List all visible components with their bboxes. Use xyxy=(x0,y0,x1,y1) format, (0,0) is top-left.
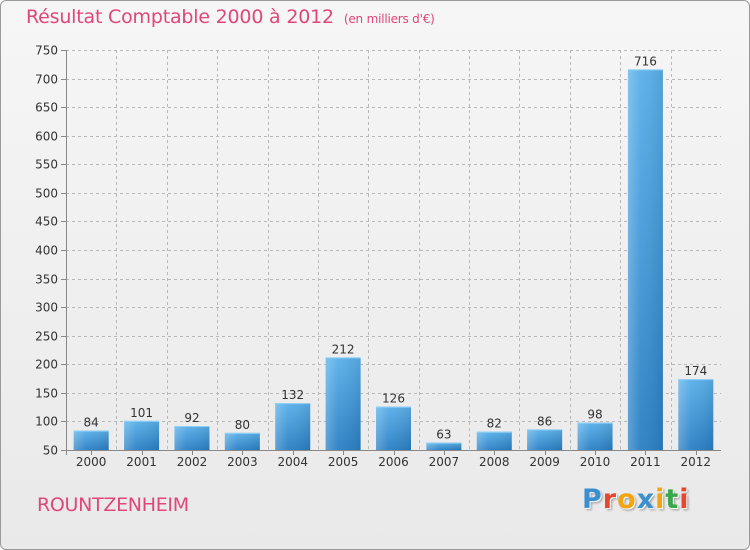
logo-letter: t xyxy=(665,484,680,515)
axes xyxy=(61,50,721,455)
bars xyxy=(73,69,714,450)
x-tick-label: 2008 xyxy=(479,455,510,469)
x-tick-label: 2005 xyxy=(328,455,359,469)
y-tick-label: 400 xyxy=(35,244,58,258)
bar-value-label: 132 xyxy=(281,388,304,402)
y-tick-label: 700 xyxy=(35,73,58,87)
bar-shine xyxy=(577,422,613,450)
bar-value-label: 86 xyxy=(537,414,552,428)
bar-value-label: 174 xyxy=(684,364,707,378)
y-tick-label: 650 xyxy=(35,101,58,115)
x-tick-label: 2002 xyxy=(177,455,208,469)
grid-lines xyxy=(66,50,721,450)
bar-shine xyxy=(476,431,512,450)
bar-value-label: 98 xyxy=(587,408,602,422)
y-tick-label: 450 xyxy=(35,215,58,229)
bar-shine xyxy=(174,426,210,450)
x-tick-label: 2000 xyxy=(76,455,107,469)
y-tick-label: 300 xyxy=(35,301,58,315)
x-tick-label: 2001 xyxy=(126,455,157,469)
bar-value-label: 82 xyxy=(487,417,502,431)
x-tick-label: 2007 xyxy=(429,455,460,469)
y-tick-label: 250 xyxy=(35,330,58,344)
x-tick-label: 2004 xyxy=(277,455,308,469)
y-tick-label: 50 xyxy=(43,444,58,458)
y-tick-label: 100 xyxy=(35,415,58,429)
proxiti-logo[interactable]: Proxiti xyxy=(582,484,690,515)
y-tick-label: 500 xyxy=(35,187,58,201)
chart-subtitle: (en milliers d'€) xyxy=(343,12,435,26)
bar-value-label: 84 xyxy=(84,416,99,430)
labels: 50 100 150 200 250 300 350 400 450 500 550 600 650 70… xyxy=(35,44,711,470)
bar-value-label: 80 xyxy=(235,418,250,432)
logo-letter: i xyxy=(679,484,690,515)
logo-letter: x xyxy=(636,484,656,515)
bar-value-label: 716 xyxy=(634,54,657,68)
bar-value-label: 92 xyxy=(184,411,199,425)
bar-shine xyxy=(376,406,411,450)
x-tick-label: 2009 xyxy=(529,455,560,469)
x-tick-label: 2012 xyxy=(681,455,712,469)
bar-value-label: 63 xyxy=(436,428,451,442)
x-tick-label: 2003 xyxy=(227,455,258,469)
bar-shine xyxy=(73,430,109,450)
x-tick-label: 2011 xyxy=(630,455,661,469)
bar-shine xyxy=(325,357,361,450)
bar-shine xyxy=(426,442,462,450)
y-tick-label: 550 xyxy=(35,158,58,172)
bar-value-label: 126 xyxy=(382,392,405,406)
bar-shine xyxy=(627,69,663,450)
logo-letter: P xyxy=(582,484,603,515)
bar-value-label: 212 xyxy=(332,342,355,356)
logo-letter: o xyxy=(617,484,637,515)
bar-value-label: 101 xyxy=(130,406,153,420)
bar-shine xyxy=(224,432,260,450)
x-tick-label: 2010 xyxy=(580,455,611,469)
bar-shine xyxy=(527,429,563,450)
y-tick-label: 150 xyxy=(35,387,58,401)
x-tick-label: 2006 xyxy=(378,455,409,469)
y-tick-label: 600 xyxy=(35,130,58,144)
y-tick-label: 200 xyxy=(35,358,58,372)
bar-shine xyxy=(275,403,311,450)
y-tick-label: 750 xyxy=(35,44,58,58)
bar-shine xyxy=(678,379,714,450)
logo-letter: r xyxy=(602,484,618,515)
chart-title: Résultat Comptable 2000 à 2012 (en millie… xyxy=(26,6,435,28)
commune-name: ROUNTZENHEIM xyxy=(37,494,189,516)
y-tick-label: 350 xyxy=(35,273,58,287)
logo-letter: i xyxy=(655,484,666,515)
bar-shine xyxy=(124,420,160,450)
